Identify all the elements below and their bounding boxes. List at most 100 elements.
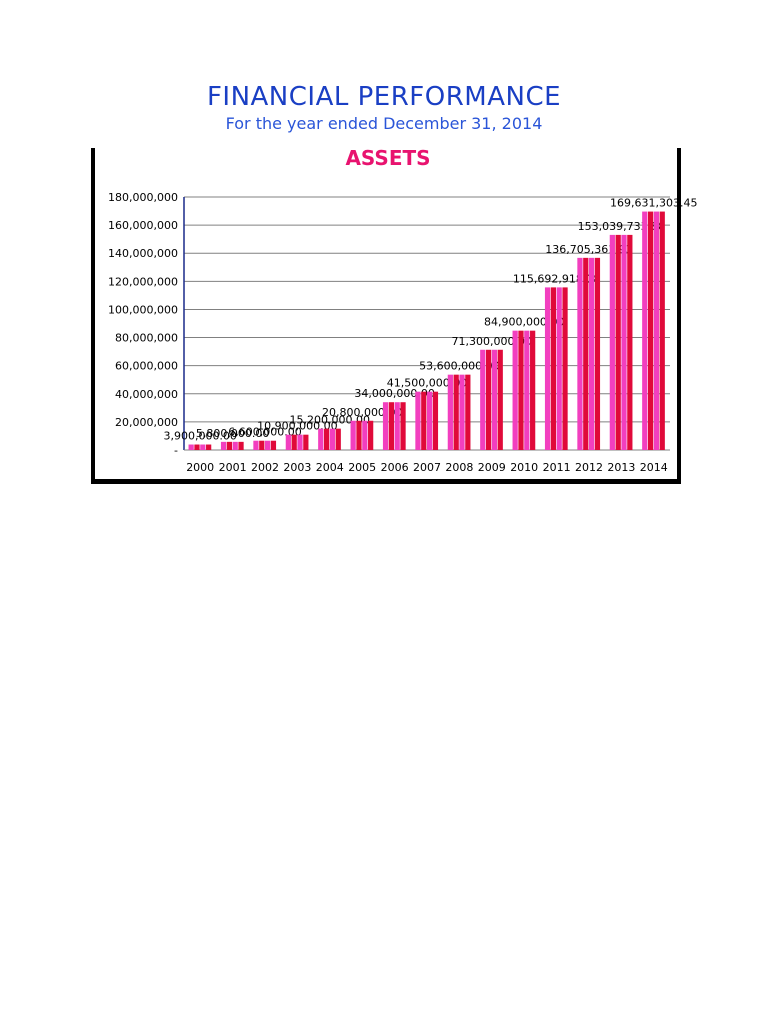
bar-2006-stripe — [382, 402, 389, 450]
bar-2014-stripe — [647, 211, 654, 450]
y-tick-label: 140,000,000 — [108, 247, 178, 260]
x-tick-label: 2007 — [413, 461, 441, 474]
data-label: 10,900,000.00 — [257, 420, 337, 433]
bar-2003-stripe — [291, 434, 297, 450]
bar-2012-stripe — [594, 257, 601, 450]
bar-2005-stripe — [368, 420, 374, 450]
bar-2003-stripe — [297, 434, 303, 450]
data-label: 20,800,000.00 — [322, 406, 402, 419]
bar-2014-stripe — [659, 211, 665, 450]
y-tick-label: 20,000,000 — [115, 416, 178, 429]
x-tick-label: 2014 — [640, 461, 668, 474]
chart-title: ASSETS — [345, 146, 431, 170]
data-label: 15,200,000.00 — [290, 414, 370, 427]
bar-2001-stripe — [238, 441, 244, 450]
x-tick-label: 2006 — [381, 461, 409, 474]
page-subtitle: For the year ended December 31, 2014 — [225, 114, 543, 133]
x-tick-label: 2012 — [575, 461, 603, 474]
bar-2013-stripe — [609, 234, 615, 450]
bar-2006-stripe — [394, 402, 400, 450]
bar-2011-stripe — [562, 287, 568, 450]
bar-2004-stripe — [318, 428, 324, 450]
bar-2005-stripe — [350, 420, 356, 450]
bar-2004-stripe — [329, 428, 336, 450]
y-tick-label: 120,000,000 — [108, 275, 178, 288]
bar-2010-stripe — [518, 330, 524, 450]
bar-2002-stripe — [270, 440, 277, 450]
y-tick-label: 100,000,000 — [108, 303, 178, 316]
bar-2001-stripe — [232, 441, 238, 450]
bar-2007-stripe — [432, 391, 439, 450]
x-tick-label: 2004 — [316, 461, 344, 474]
bar-2008-stripe — [453, 374, 459, 450]
bar-2009-stripe — [497, 349, 503, 450]
data-label: 34,000,000.00 — [354, 387, 434, 400]
bar-2004-stripe — [335, 428, 341, 450]
bar-2009-stripe — [480, 349, 486, 450]
data-label: 169,631,303.45 — [610, 197, 697, 210]
x-tick-label: 2013 — [607, 461, 635, 474]
bar-2009-stripe — [485, 349, 492, 450]
bar-2010-stripe — [512, 330, 518, 450]
data-label: 41,500,000.00 — [387, 377, 467, 390]
bar-2010-stripe — [530, 330, 536, 450]
bar-2002-stripe — [253, 440, 259, 450]
bar-2006-stripe — [400, 402, 406, 450]
page-header: FINANCIAL PERFORMANCE For the year ended… — [0, 80, 768, 134]
bar-2003-stripe — [303, 434, 309, 450]
y-tick-label: 60,000,000 — [115, 360, 178, 373]
y-tick-label: 80,000,000 — [115, 332, 178, 345]
y-tick-label: 160,000,000 — [108, 219, 178, 232]
bar-2000-stripe — [206, 444, 212, 450]
bar-2000-stripe — [194, 444, 200, 450]
x-tick-label: 2001 — [219, 461, 247, 474]
bar-2003-stripe — [285, 434, 291, 450]
page-title: FINANCIAL PERFORMANCE — [206, 82, 562, 112]
bar-2005-stripe — [356, 420, 362, 450]
bar-2000-stripe — [200, 444, 206, 450]
data-label: 6,600,000.00 — [228, 426, 301, 439]
x-tick-label: 2009 — [478, 461, 506, 474]
data-label: 5,800,000.00 — [196, 427, 269, 440]
chart-frame — [91, 148, 681, 484]
bar-2012-stripe — [577, 257, 583, 450]
bar-2000-stripe — [188, 444, 194, 450]
bar-2011-stripe — [544, 287, 551, 450]
x-tick-label: 2000 — [186, 461, 214, 474]
bar-2008-stripe — [465, 374, 471, 450]
bar-2008-stripe — [447, 374, 453, 450]
x-tick-label: 2011 — [543, 461, 571, 474]
bar-2006-stripe — [388, 402, 394, 450]
bar-2014-stripe — [653, 211, 660, 450]
bar-2012-stripe — [583, 257, 589, 450]
bar-2001-stripe — [220, 441, 227, 450]
bar-2013-stripe — [621, 234, 627, 450]
bar-2013-stripe — [627, 234, 633, 450]
bar-2014-stripe — [642, 211, 648, 450]
bar-2012-stripe — [589, 257, 595, 450]
bar-2002-stripe — [259, 440, 265, 450]
data-label: 53,600,000.00 — [419, 360, 499, 373]
bar-2013-stripe — [615, 234, 621, 450]
bar-2007-stripe — [421, 391, 427, 450]
x-tick-label: 2002 — [251, 461, 279, 474]
y-tick-label: 180,000,000 — [108, 191, 178, 204]
bar-2009-stripe — [491, 349, 498, 450]
data-label: 84,900,000.00 — [484, 316, 564, 329]
x-tick-label: 2003 — [283, 461, 311, 474]
bar-2005-stripe — [362, 420, 368, 450]
bar-2011-stripe — [550, 287, 556, 450]
bar-2002-stripe — [265, 440, 271, 450]
y-tick-label: 40,000,000 — [115, 388, 178, 401]
bar-2010-stripe — [524, 330, 530, 450]
data-label: 71,300,000.00 — [452, 335, 532, 348]
x-tick-label: 2005 — [348, 461, 376, 474]
y-tick-label: - — [174, 444, 178, 457]
bar-2004-stripe — [323, 428, 330, 450]
data-label: 3,900,000.00 — [163, 430, 236, 443]
bar-2007-stripe — [415, 391, 421, 450]
x-tick-label: 2010 — [510, 461, 538, 474]
bar-2007-stripe — [427, 391, 433, 450]
bar-2001-stripe — [226, 441, 232, 450]
